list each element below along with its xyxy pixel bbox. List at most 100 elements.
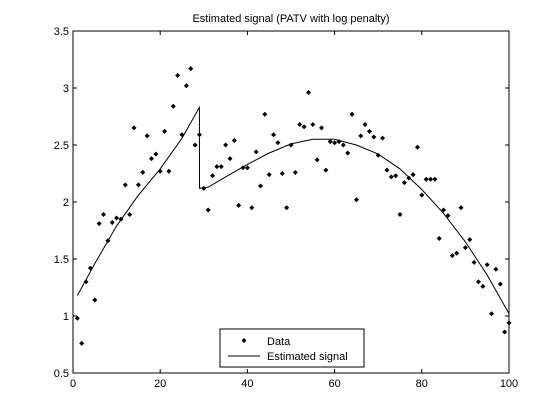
x-tick-label: 0	[70, 378, 76, 390]
data-point	[105, 238, 111, 244]
data-point	[493, 266, 499, 272]
data-point	[170, 103, 176, 109]
y-tick-label: 1.5	[54, 254, 69, 266]
data-point	[227, 156, 233, 162]
data-point	[380, 135, 386, 141]
data-point	[375, 152, 381, 158]
data-point	[157, 168, 163, 174]
data-point	[467, 237, 473, 243]
data-point	[345, 150, 351, 156]
data-point	[489, 311, 495, 317]
data-point	[135, 182, 141, 188]
data-point	[288, 142, 294, 148]
data-point	[314, 157, 320, 163]
data-point	[436, 235, 442, 241]
data-point	[445, 213, 451, 219]
data-point	[336, 139, 342, 145]
data-point	[506, 320, 512, 326]
data-point	[236, 202, 242, 208]
data-point	[188, 66, 194, 72]
data-point	[353, 197, 359, 203]
data-point	[210, 173, 216, 179]
data-point	[454, 250, 460, 256]
axis-ticks	[72, 30, 510, 374]
data-point	[179, 132, 185, 138]
data-point	[401, 180, 407, 186]
data-point	[327, 139, 333, 145]
legend-data-marker	[241, 338, 247, 343]
data-point	[362, 121, 368, 127]
data-point	[358, 133, 364, 139]
plot-area	[72, 30, 510, 374]
data-point	[148, 156, 154, 162]
data-points-layer	[74, 66, 512, 346]
data-point	[475, 279, 481, 285]
data-point	[131, 125, 137, 131]
data-point	[393, 173, 399, 179]
legend-label-estimated-signal: Estimated signal	[267, 351, 348, 363]
data-point	[301, 124, 307, 130]
data-point	[205, 207, 211, 213]
data-point	[305, 90, 311, 96]
data-point	[257, 183, 263, 189]
data-point	[340, 142, 346, 148]
x-tick-label: 20	[154, 378, 166, 390]
data-point	[214, 164, 220, 170]
y-tick-label: 2	[63, 197, 69, 209]
data-point	[397, 212, 403, 218]
data-point	[432, 176, 438, 182]
data-point	[74, 315, 80, 321]
data-point	[497, 281, 503, 287]
data-point	[419, 192, 425, 198]
x-tick-label: 100	[500, 378, 518, 390]
data-point	[449, 253, 455, 259]
data-point	[384, 167, 390, 173]
data-point	[297, 121, 303, 127]
data-point	[192, 142, 198, 148]
data-point	[332, 140, 338, 146]
data-point	[122, 182, 128, 188]
y-tick-label: 2.5	[54, 140, 69, 152]
data-point	[253, 149, 259, 155]
data-point	[249, 205, 255, 211]
data-point	[502, 329, 508, 335]
data-point	[87, 265, 93, 271]
x-tick-label: 40	[241, 378, 253, 390]
data-point	[471, 259, 477, 265]
legend-box	[219, 328, 365, 368]
data-point	[323, 167, 329, 173]
data-point	[406, 175, 412, 181]
data-point	[196, 132, 202, 138]
data-point	[388, 174, 394, 180]
data-point	[231, 137, 237, 143]
data-point	[271, 132, 277, 138]
data-point	[349, 111, 355, 117]
data-point	[96, 221, 102, 227]
data-point	[428, 176, 434, 182]
y-tick-label: 3	[63, 83, 69, 95]
data-point	[458, 205, 464, 211]
data-point	[118, 216, 124, 222]
data-point	[162, 128, 168, 134]
x-tick-labels: 0 20 40 60 80 100	[70, 378, 518, 390]
estimated-signal-line	[76, 105, 510, 314]
data-point	[366, 128, 372, 134]
data-point	[423, 176, 429, 182]
data-point	[480, 283, 486, 289]
data-point	[183, 83, 189, 89]
legend-label-data: Data	[267, 336, 291, 348]
data-point	[266, 172, 272, 178]
data-point	[240, 165, 246, 171]
y-tick-labels: 0.5 1 1.5 2 2.5 3 3.5	[54, 26, 69, 380]
y-tick-label: 3.5	[54, 26, 69, 38]
data-point	[175, 72, 181, 78]
data-point	[310, 121, 316, 127]
data-point	[284, 205, 290, 211]
data-point	[244, 165, 250, 171]
data-point	[371, 134, 377, 140]
data-point	[441, 207, 447, 213]
data-point	[144, 133, 150, 139]
estimated-signal-layer	[76, 105, 510, 314]
data-point	[92, 297, 98, 303]
